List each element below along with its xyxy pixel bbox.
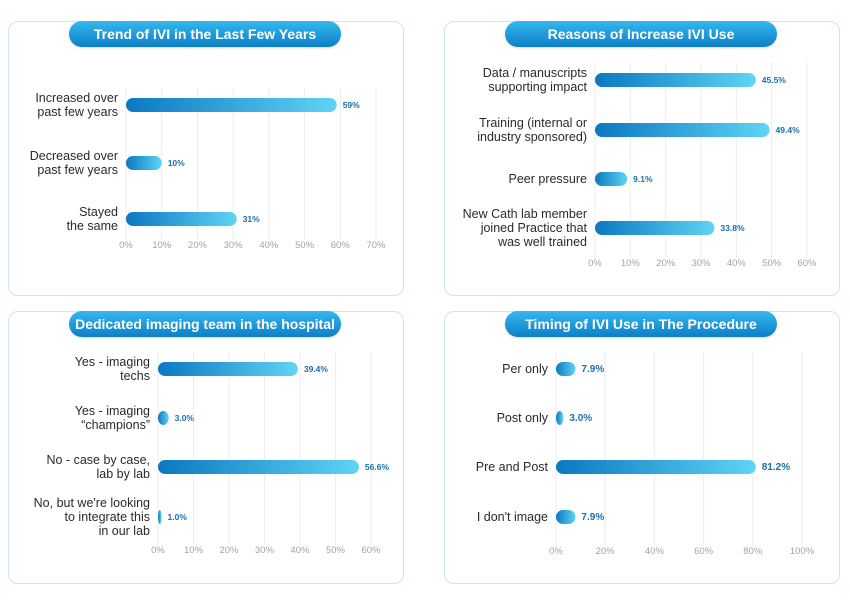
- x-tick-label: 0%: [588, 258, 602, 269]
- category-label: New Cath lab member joined Practice that w…: [463, 207, 588, 249]
- x-tick-label: 20%: [656, 258, 676, 269]
- x-tick-label: 40%: [290, 545, 310, 556]
- x-tick-label: 0%: [151, 545, 165, 556]
- x-tick-label: 10%: [152, 240, 172, 251]
- x-tick-label: 50%: [762, 258, 782, 269]
- bar-value-label: 1.0%: [168, 512, 188, 522]
- bar: [126, 156, 162, 170]
- x-tick-label: 40%: [645, 546, 665, 557]
- bar-value-label: 45.5%: [762, 75, 787, 85]
- chart-title: Timing of IVI Use in The Procedure: [505, 311, 777, 337]
- chart-panel-ivi-trend: Trend of IVI in the Last Few Years 0% 10%…: [8, 21, 404, 296]
- bar: [556, 510, 576, 524]
- x-tick-label: 50%: [295, 240, 315, 251]
- chart-panel-imaging-team: Dedicated imaging team in the hospital 0…: [8, 311, 404, 584]
- category-label: Decreased over past few years: [30, 149, 118, 177]
- bar: [595, 73, 756, 87]
- category-label: Per only: [502, 362, 549, 376]
- x-tick-label: 30%: [255, 545, 275, 556]
- bar-value-label: 3.0%: [569, 413, 592, 424]
- x-tick-label: 60%: [797, 258, 817, 269]
- bar-value-label: 39.4%: [304, 364, 329, 374]
- chart-plot-area: 0% 10% 20% 30% 40% 50% 60% 45.5% Data / manuscri…: [463, 62, 817, 269]
- bar-value-label: 33.8%: [720, 223, 745, 233]
- category-label: Post only: [497, 411, 549, 425]
- x-tick-label: 60%: [361, 545, 381, 556]
- x-tick-label: 40%: [727, 258, 747, 269]
- bar: [556, 460, 756, 474]
- category-label: Yes - imaging techs: [75, 355, 150, 383]
- x-tick-label: 100%: [790, 546, 815, 557]
- chart-panel-increase-reasons: Reasons of Increase IVI Use 0% 10% 20% 30% 4…: [444, 21, 840, 296]
- x-tick-label: 70%: [366, 240, 386, 251]
- x-tick-label: 30%: [224, 240, 244, 251]
- category-label: Training (internal or industry sponsored): [477, 116, 587, 144]
- category-label: Increased over past few years: [35, 91, 118, 119]
- x-tick-label: 60%: [694, 546, 714, 557]
- category-label: No - case by case, lab by lab: [46, 453, 150, 481]
- bar: [158, 460, 359, 474]
- bar: [556, 411, 564, 425]
- bar: [158, 510, 162, 524]
- chart-title: Trend of IVI in the Last Few Years: [69, 21, 341, 47]
- bar-value-label: 31%: [243, 214, 260, 224]
- bar: [595, 123, 770, 137]
- category-label: Yes - imaging “champions”: [75, 404, 150, 432]
- bar-value-label: 49.4%: [776, 125, 801, 135]
- bar-value-label: 9.1%: [633, 174, 653, 184]
- category-label: Pre and Post: [476, 460, 549, 474]
- category-label: I don't image: [477, 510, 548, 524]
- chart-title: Reasons of Increase IVI Use: [505, 21, 777, 47]
- bar: [126, 212, 237, 226]
- x-tick-label: 20%: [219, 545, 239, 556]
- x-tick-label: 50%: [326, 545, 346, 556]
- bar: [158, 411, 169, 425]
- bar-value-label: 56.6%: [365, 462, 390, 472]
- x-tick-label: 80%: [743, 546, 763, 557]
- chart-plot-area: 0% 10% 20% 30% 40% 50% 60% 39.4% Yes - imaging te…: [34, 352, 390, 556]
- x-tick-label: 20%: [596, 546, 616, 557]
- category-label: No, but we're looking to integrate this in…: [34, 496, 150, 538]
- x-tick-label: 10%: [184, 545, 204, 556]
- x-tick-label: 20%: [188, 240, 208, 251]
- x-tick-label: 0%: [549, 546, 563, 557]
- bar-value-label: 10%: [168, 158, 185, 168]
- chart-panel-ivi-timing: Timing of IVI Use in The Procedure 0% 20%…: [444, 311, 840, 584]
- x-tick-label: 10%: [621, 258, 641, 269]
- x-tick-label: 60%: [331, 240, 351, 251]
- chart-plot-area: 0% 20% 40% 60% 80% 100% 7.9% Per only 3.0% Post o…: [476, 352, 815, 557]
- bar-value-label: 7.9%: [581, 364, 604, 375]
- x-tick-label: 40%: [259, 240, 279, 251]
- chart-plot-area: 0% 10% 20% 30% 40% 50% 60% 70% 59% Increased over…: [30, 88, 386, 251]
- bar: [556, 362, 576, 376]
- category-label: Stayed the same: [67, 205, 118, 233]
- bar-value-label: 81.2%: [762, 462, 790, 473]
- category-label: Data / manuscripts supporting impact: [483, 66, 588, 94]
- chart-title: Dedicated imaging team in the hospital: [69, 311, 341, 337]
- bar-value-label: 59%: [343, 100, 360, 110]
- bar: [595, 221, 715, 235]
- x-tick-label: 0%: [119, 240, 133, 251]
- bar-value-label: 3.0%: [175, 413, 195, 423]
- category-label: Peer pressure: [508, 172, 587, 186]
- bar: [595, 172, 628, 186]
- bar-value-label: 7.9%: [581, 512, 604, 523]
- bar: [158, 362, 298, 376]
- x-tick-label: 30%: [691, 258, 711, 269]
- bar: [126, 98, 337, 112]
